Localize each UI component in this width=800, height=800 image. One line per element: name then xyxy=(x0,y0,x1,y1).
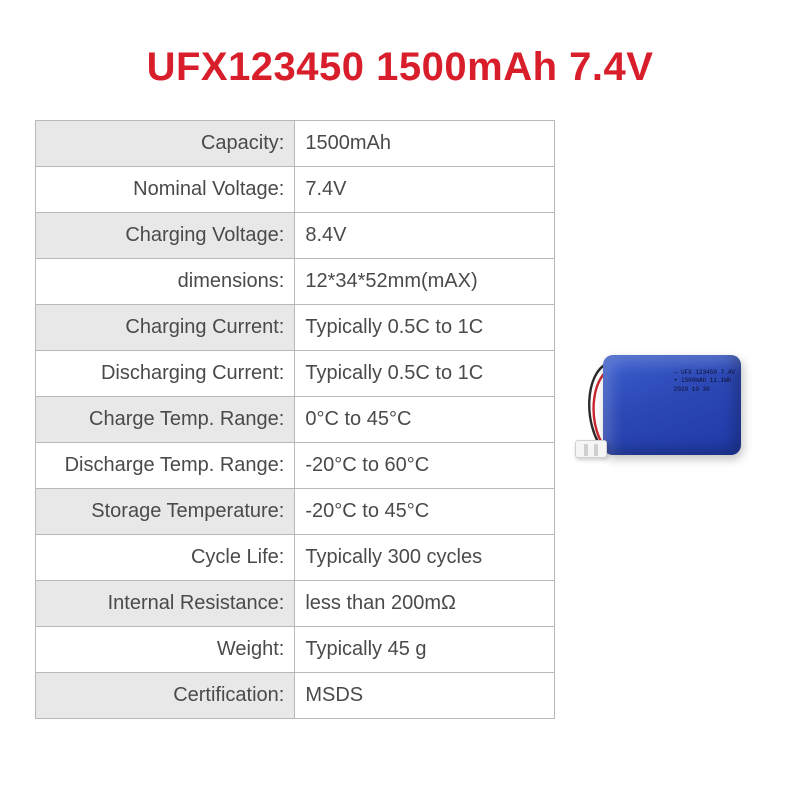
battery-illustration: — UFX 123450 7.4V+ 1500mAh 11.1Wh 2020 1… xyxy=(575,310,745,490)
spec-value: -20°C to 45°C xyxy=(295,489,555,535)
spec-value: less than 200mΩ xyxy=(295,581,555,627)
product-title: UFX123450 1500mAh 7.4V xyxy=(147,45,654,90)
spec-value: -20°C to 60°C xyxy=(295,443,555,489)
spec-row: Nominal Voltage:7.4V xyxy=(36,167,555,213)
spec-value: 12*34*52mm(mAX) xyxy=(295,259,555,305)
spec-value: Typically 300 cycles xyxy=(295,535,555,581)
spec-value: 0°C to 45°C xyxy=(295,397,555,443)
battery-connector xyxy=(575,440,607,458)
spec-label: Charging Voltage: xyxy=(36,213,295,259)
spec-row: Discharge Temp. Range:-20°C to 60°C xyxy=(36,443,555,489)
spec-table-body: Capacity:1500mAhNominal Voltage:7.4VChar… xyxy=(36,121,555,719)
spec-row: Cycle Life:Typically 300 cycles xyxy=(36,535,555,581)
battery-label-text: — UFX 123450 7.4V+ 1500mAh 11.1Wh 2020 1… xyxy=(674,369,735,394)
spec-value: 1500mAh xyxy=(295,121,555,167)
spec-label: Storage Temperature: xyxy=(36,489,295,535)
spec-value: Typically 0.5C to 1C xyxy=(295,351,555,397)
spec-value: MSDS xyxy=(295,673,555,719)
spec-row: Certification:MSDS xyxy=(36,673,555,719)
spec-label: Capacity: xyxy=(36,121,295,167)
spec-row: Charge Temp. Range:0°C to 45°C xyxy=(36,397,555,443)
spec-value: Typically 45 g xyxy=(295,627,555,673)
spec-row: Discharging Current:Typically 0.5C to 1C xyxy=(36,351,555,397)
spec-label: Internal Resistance: xyxy=(36,581,295,627)
product-image-column: — UFX 123450 7.4V+ 1500mAh 11.1Wh 2020 1… xyxy=(555,120,765,490)
spec-row: Charging Voltage:8.4V xyxy=(36,213,555,259)
spec-row: Internal Resistance:less than 200mΩ xyxy=(36,581,555,627)
spec-label: Certification: xyxy=(36,673,295,719)
spec-value: 8.4V xyxy=(295,213,555,259)
content-wrap: Capacity:1500mAhNominal Voltage:7.4VChar… xyxy=(35,120,765,719)
spec-label: Discharging Current: xyxy=(36,351,295,397)
spec-value: 7.4V xyxy=(295,167,555,213)
battery-label-line: — UFX 123450 7.4V xyxy=(674,369,735,377)
spec-label: Charge Temp. Range: xyxy=(36,397,295,443)
spec-label: dimensions: xyxy=(36,259,295,305)
spec-row: Weight:Typically 45 g xyxy=(36,627,555,673)
spec-row: Charging Current:Typically 0.5C to 1C xyxy=(36,305,555,351)
spec-row: Storage Temperature:-20°C to 45°C xyxy=(36,489,555,535)
spec-label: Charging Current: xyxy=(36,305,295,351)
spec-label: Nominal Voltage: xyxy=(36,167,295,213)
spec-value: Typically 0.5C to 1C xyxy=(295,305,555,351)
battery-body: — UFX 123450 7.4V+ 1500mAh 11.1Wh 2020 1… xyxy=(603,355,741,455)
battery-label-line: 2020 10 30 xyxy=(674,386,735,394)
spec-row: Capacity:1500mAh xyxy=(36,121,555,167)
spec-label: Discharge Temp. Range: xyxy=(36,443,295,489)
spec-table: Capacity:1500mAhNominal Voltage:7.4VChar… xyxy=(35,120,555,719)
spec-row: dimensions:12*34*52mm(mAX) xyxy=(36,259,555,305)
battery-label-line: + 1500mAh 11.1Wh xyxy=(674,377,735,385)
spec-label: Weight: xyxy=(36,627,295,673)
spec-label: Cycle Life: xyxy=(36,535,295,581)
